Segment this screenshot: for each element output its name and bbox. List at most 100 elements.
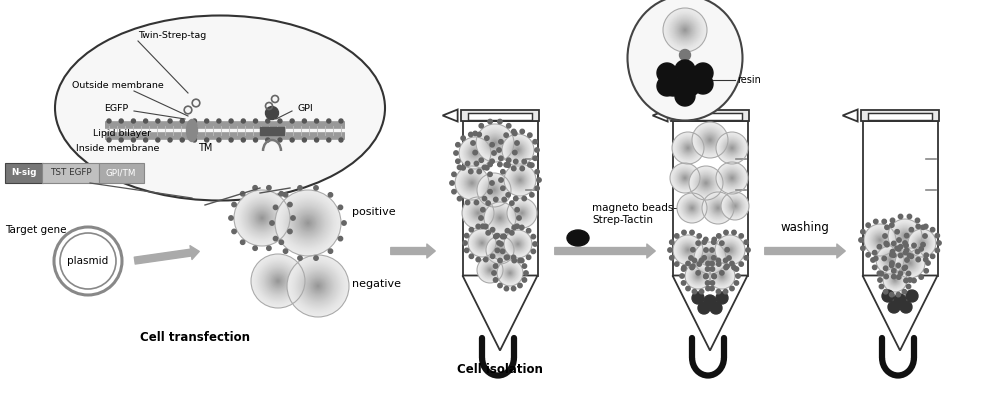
Circle shape [462, 197, 494, 229]
Circle shape [490, 143, 494, 147]
Circle shape [497, 260, 523, 286]
Circle shape [484, 257, 488, 262]
Circle shape [734, 205, 736, 207]
Circle shape [697, 275, 699, 277]
Circle shape [513, 204, 531, 222]
Circle shape [507, 158, 511, 162]
Circle shape [725, 171, 739, 185]
Circle shape [515, 224, 519, 228]
Circle shape [726, 172, 738, 184]
Circle shape [491, 209, 509, 227]
Circle shape [517, 208, 527, 218]
Circle shape [880, 250, 900, 270]
Circle shape [673, 18, 697, 42]
Circle shape [676, 169, 694, 187]
Circle shape [492, 271, 496, 275]
Circle shape [480, 241, 484, 245]
Circle shape [892, 223, 918, 249]
Circle shape [469, 169, 473, 174]
Circle shape [685, 201, 699, 215]
Circle shape [217, 119, 221, 123]
Circle shape [508, 169, 532, 191]
Circle shape [716, 236, 744, 264]
Circle shape [695, 242, 725, 274]
Circle shape [504, 267, 516, 279]
Circle shape [490, 240, 510, 260]
Circle shape [695, 273, 701, 279]
Circle shape [688, 204, 696, 211]
Circle shape [691, 207, 693, 209]
Circle shape [471, 206, 485, 220]
Circle shape [919, 275, 923, 279]
Circle shape [716, 289, 721, 294]
Circle shape [698, 246, 722, 270]
Circle shape [878, 248, 902, 272]
Circle shape [675, 262, 679, 266]
Circle shape [666, 11, 704, 50]
Circle shape [729, 145, 735, 151]
Circle shape [888, 273, 902, 287]
Circle shape [507, 233, 529, 255]
Circle shape [724, 265, 728, 270]
Circle shape [515, 241, 521, 247]
Text: washing: washing [781, 221, 829, 234]
Circle shape [694, 171, 718, 195]
Circle shape [168, 119, 172, 123]
Circle shape [290, 138, 294, 142]
Circle shape [465, 161, 470, 166]
Circle shape [486, 182, 502, 198]
Circle shape [878, 278, 882, 282]
Circle shape [464, 199, 492, 227]
Circle shape [885, 270, 905, 290]
Circle shape [912, 233, 932, 253]
Circle shape [716, 132, 748, 164]
Circle shape [280, 195, 336, 251]
Circle shape [316, 283, 320, 288]
Circle shape [915, 250, 920, 254]
Circle shape [879, 249, 901, 271]
Circle shape [730, 176, 734, 180]
Circle shape [712, 202, 724, 215]
Ellipse shape [567, 230, 589, 246]
Circle shape [907, 214, 912, 219]
Circle shape [921, 242, 923, 244]
Circle shape [686, 264, 710, 288]
Circle shape [513, 131, 517, 136]
Circle shape [714, 268, 730, 284]
Circle shape [675, 168, 695, 187]
Circle shape [505, 228, 510, 233]
Circle shape [508, 235, 528, 253]
Circle shape [486, 266, 494, 274]
Circle shape [486, 266, 494, 274]
Circle shape [484, 180, 504, 200]
Circle shape [276, 279, 280, 283]
Circle shape [876, 236, 884, 244]
Circle shape [509, 272, 511, 274]
Circle shape [494, 244, 506, 256]
Circle shape [686, 286, 690, 291]
Circle shape [677, 22, 693, 38]
Circle shape [477, 238, 487, 248]
Circle shape [249, 205, 275, 231]
Circle shape [518, 209, 526, 217]
Circle shape [918, 239, 926, 248]
Circle shape [729, 175, 735, 181]
Circle shape [715, 206, 721, 211]
Circle shape [687, 203, 697, 213]
Circle shape [479, 216, 483, 220]
Circle shape [723, 194, 747, 219]
Circle shape [479, 175, 509, 205]
Circle shape [889, 263, 894, 268]
Circle shape [700, 248, 720, 268]
Circle shape [719, 273, 725, 279]
Circle shape [727, 198, 743, 215]
Circle shape [496, 246, 504, 255]
Circle shape [303, 218, 313, 228]
Circle shape [510, 171, 530, 189]
Circle shape [511, 202, 533, 224]
Circle shape [684, 200, 700, 216]
Circle shape [915, 236, 929, 250]
Circle shape [507, 167, 533, 193]
Circle shape [675, 135, 701, 161]
Circle shape [317, 285, 319, 287]
